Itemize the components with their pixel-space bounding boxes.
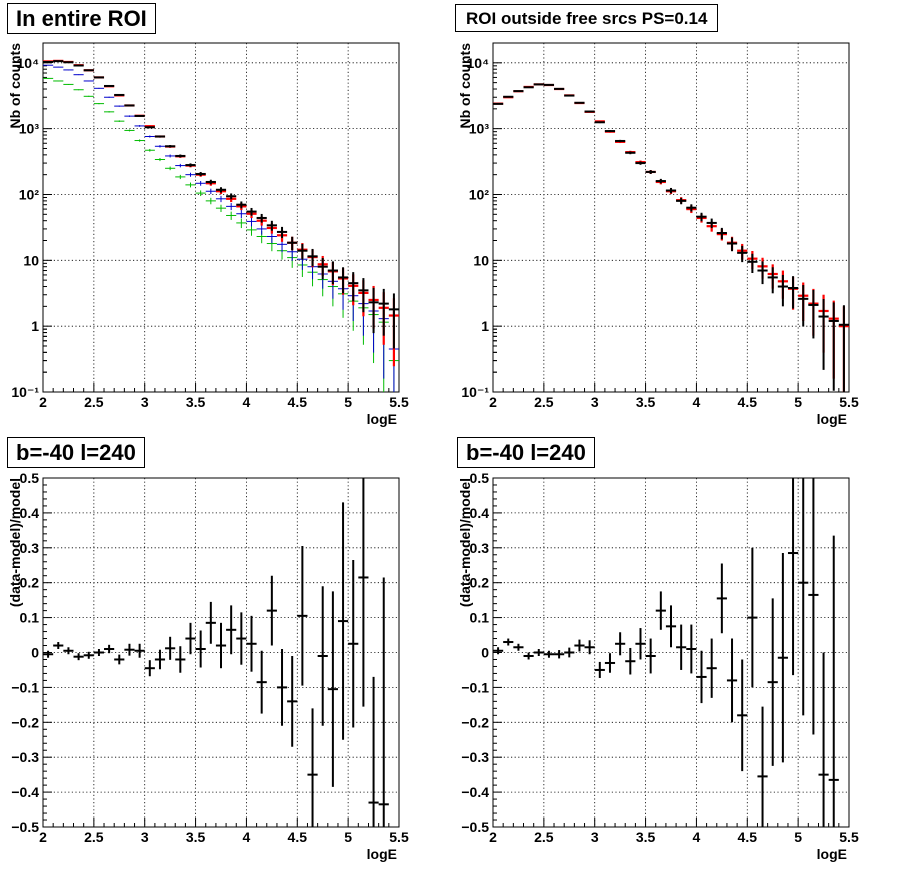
y-tick-label: 0.1 bbox=[20, 610, 40, 626]
plot-frame bbox=[492, 42, 850, 393]
y-tick-label: 10 bbox=[473, 252, 489, 268]
y-tick-label: −0.2 bbox=[461, 714, 489, 730]
x-tick-label: 4 bbox=[243, 394, 251, 410]
y-tick-label: −0.5 bbox=[11, 819, 39, 835]
x-axis-label: logE bbox=[367, 846, 397, 862]
title-panel-1: In entire ROI bbox=[7, 3, 156, 34]
y-tick-label: −0.5 bbox=[461, 819, 489, 835]
y-tick-label: 10⁴ bbox=[467, 55, 490, 71]
chart-panel-4: 2 2.5 3 3.5 4 4.5 5 5.5 −0.5 −0.4 −0.3 −0.2 −0.1 0 0.1… bbox=[457, 470, 859, 862]
x-tick-label: 5.5 bbox=[839, 394, 859, 410]
y-tick-label: 10⁴ bbox=[17, 55, 40, 71]
x-tick-label: 5.5 bbox=[389, 829, 409, 845]
chart-panel-1: 2 2.5 3 3.5 4 4.5 5 5.5 10⁻¹ 1 10 10² 10³ 10⁴ logE Nb o… bbox=[7, 42, 409, 427]
x-tick-label: 4.5 bbox=[288, 394, 308, 410]
y-tick-label: 0.1 bbox=[470, 610, 490, 626]
x-tick-label: 4 bbox=[693, 394, 701, 410]
y-tick-label: 0.3 bbox=[470, 540, 490, 556]
y-tick-label: 10² bbox=[19, 186, 40, 202]
y-tick-label: 10³ bbox=[19, 121, 40, 137]
y-tick-label: 10⁻¹ bbox=[461, 384, 489, 400]
x-tick-label: 3 bbox=[591, 394, 599, 410]
y-tick-label: −0.2 bbox=[11, 714, 39, 730]
y-tick-label: 0.4 bbox=[20, 505, 40, 521]
x-tick-label: 2.5 bbox=[534, 394, 554, 410]
y-tick-label: 0.4 bbox=[470, 505, 490, 521]
y-tick-label: 10 bbox=[23, 252, 39, 268]
y-tick-label: 10³ bbox=[469, 121, 490, 137]
x-tick-label: 4 bbox=[693, 829, 701, 845]
x-tick-label: 5 bbox=[344, 829, 352, 845]
x-tick-label: 5.5 bbox=[389, 394, 409, 410]
chart-panel-2: 2 2.5 3 3.5 4 4.5 5 5.5 10⁻¹ 1 10 10² 10³ 10⁴ logE Nb o… bbox=[457, 42, 859, 427]
y-tick-label: 0.5 bbox=[20, 470, 40, 486]
x-tick-label: 3.5 bbox=[636, 394, 656, 410]
x-axis-label: logE bbox=[367, 411, 397, 427]
x-tick-label: 2.5 bbox=[84, 394, 104, 410]
x-tick-label: 2 bbox=[39, 829, 47, 845]
x-tick-label: 2 bbox=[39, 394, 47, 410]
y-tick-label: −0.3 bbox=[11, 749, 39, 765]
y-axis-label: Nb of counts bbox=[7, 43, 23, 129]
y-tick-label: 0 bbox=[481, 645, 489, 661]
x-tick-label: 5.5 bbox=[839, 829, 859, 845]
x-tick-label: 5 bbox=[794, 829, 802, 845]
x-tick-label: 2.5 bbox=[534, 829, 554, 845]
y-tick-label: 0.5 bbox=[470, 470, 490, 486]
y-tick-label: −0.3 bbox=[461, 749, 489, 765]
y-tick-label: 0.3 bbox=[20, 540, 40, 556]
y-tick-label: −0.1 bbox=[11, 679, 39, 695]
chart-panel-3: 2 2.5 3 3.5 4 4.5 5 5.5 −0.5 −0.4 −0.3 −0.2 −0.1 0 0.1… bbox=[7, 470, 409, 862]
x-axis-label: logE bbox=[817, 411, 847, 427]
title-panel-2: ROI outside free srcs PS=0.14 bbox=[455, 4, 719, 32]
x-tick-label: 2 bbox=[489, 829, 497, 845]
y-tick-label: 1 bbox=[481, 318, 489, 334]
x-tick-label: 4.5 bbox=[738, 394, 758, 410]
x-tick-label: 5 bbox=[344, 394, 352, 410]
y-tick-label: −0.4 bbox=[11, 784, 39, 800]
x-tick-label: 2 bbox=[489, 394, 497, 410]
y-tick-label: 1 bbox=[31, 318, 39, 334]
y-tick-label: 0 bbox=[31, 645, 39, 661]
x-tick-label: 3.5 bbox=[186, 829, 206, 845]
y-axis-label: (data-model)/model bbox=[457, 478, 473, 607]
y-tick-label: 0.2 bbox=[20, 575, 40, 591]
y-tick-label: −0.4 bbox=[461, 784, 489, 800]
y-tick-label: 0.2 bbox=[470, 575, 490, 591]
x-tick-label: 2.5 bbox=[84, 829, 104, 845]
title-panel-4: b=-40 l=240 bbox=[457, 437, 595, 468]
y-axis-label: Nb of counts bbox=[457, 43, 473, 129]
x-tick-label: 4.5 bbox=[738, 829, 758, 845]
x-tick-label: 3.5 bbox=[186, 394, 206, 410]
y-axis-label: (data-model)/model bbox=[7, 478, 23, 607]
x-axis-label: logE bbox=[817, 846, 847, 862]
x-tick-label: 4 bbox=[243, 829, 251, 845]
y-tick-label: 10⁻¹ bbox=[11, 384, 39, 400]
x-tick-label: 3 bbox=[141, 394, 149, 410]
plot-frame bbox=[42, 42, 400, 393]
y-tick-label: −0.1 bbox=[461, 679, 489, 695]
title-panel-3: b=-40 l=240 bbox=[7, 437, 145, 468]
x-tick-label: 3 bbox=[591, 829, 599, 845]
y-tick-label: 10² bbox=[469, 186, 490, 202]
x-tick-label: 3.5 bbox=[636, 829, 656, 845]
x-tick-label: 4.5 bbox=[288, 829, 308, 845]
x-tick-label: 5 bbox=[794, 394, 802, 410]
x-tick-label: 3 bbox=[141, 829, 149, 845]
